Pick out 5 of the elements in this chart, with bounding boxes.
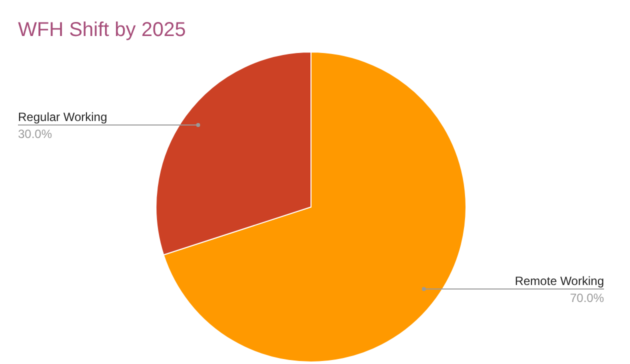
slice-label: Remote Working — [514, 274, 604, 288]
chart-title: WFH Shift by 2025 — [18, 19, 186, 41]
data-label: 30.0% — [18, 127, 52, 142]
data-label: 70.0% — [570, 290, 604, 305]
slice-label: Regular Working — [18, 110, 108, 124]
